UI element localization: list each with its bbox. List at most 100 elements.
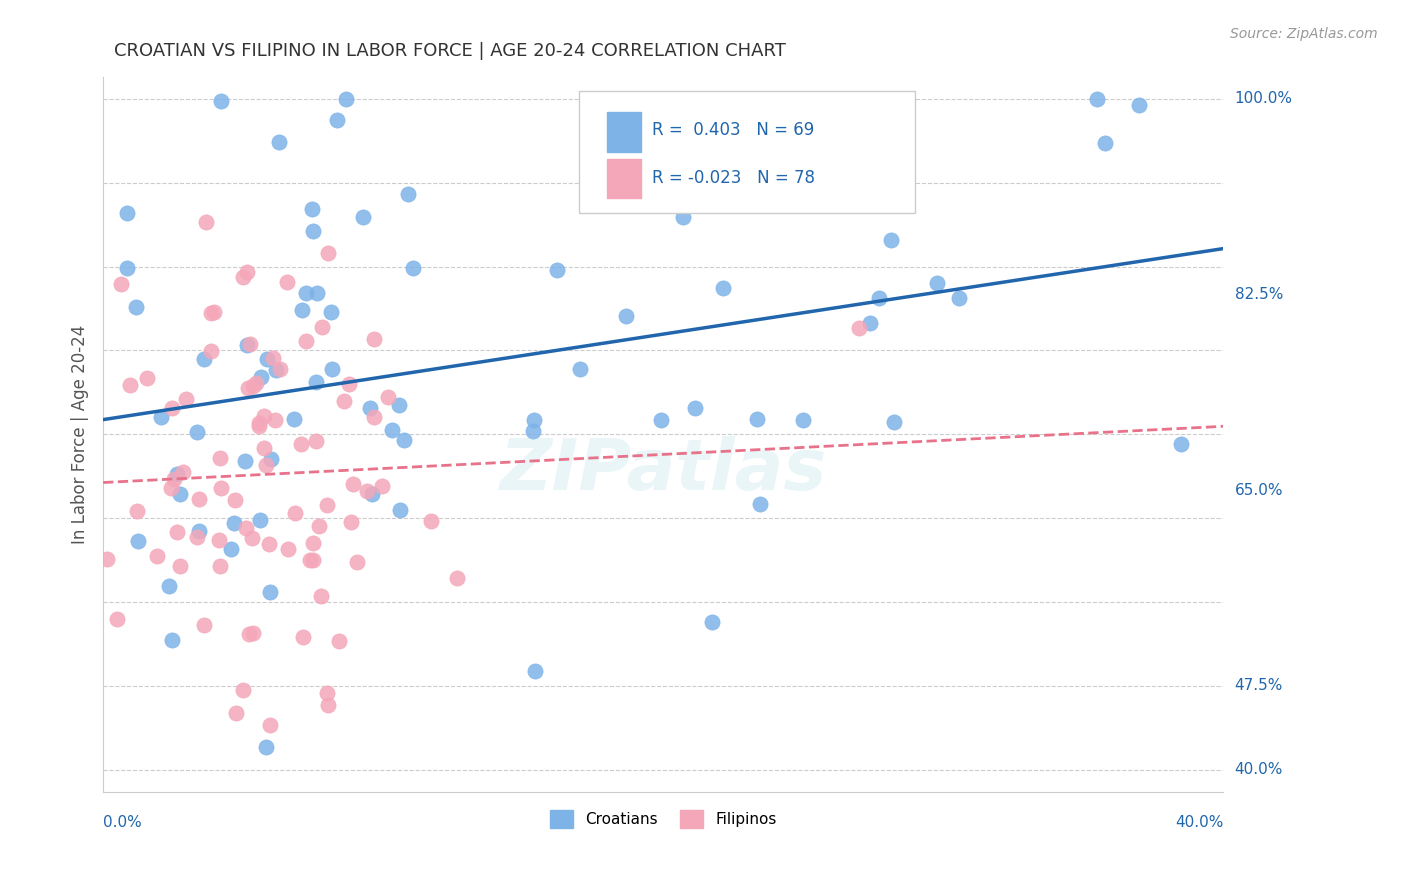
Point bbox=[193, 617, 215, 632]
Point bbox=[880, 234, 903, 248]
Point bbox=[260, 451, 283, 466]
Point bbox=[446, 571, 468, 585]
Y-axis label: In Labor Force | Age 20-24: In Labor Force | Age 20-24 bbox=[72, 325, 89, 544]
Point bbox=[276, 275, 298, 289]
Point bbox=[700, 615, 723, 629]
Point bbox=[340, 516, 363, 530]
Point bbox=[319, 305, 342, 319]
Point bbox=[321, 362, 343, 376]
Point bbox=[1087, 92, 1109, 106]
Point bbox=[1128, 97, 1150, 112]
Point bbox=[588, 144, 610, 158]
Point bbox=[208, 559, 231, 574]
Point bbox=[225, 706, 247, 720]
Point bbox=[236, 381, 259, 395]
Point bbox=[392, 433, 415, 447]
Point bbox=[238, 627, 260, 641]
Point bbox=[233, 454, 256, 468]
Point bbox=[325, 113, 347, 128]
Point bbox=[118, 378, 141, 392]
Point bbox=[145, 549, 167, 564]
Point bbox=[169, 559, 191, 574]
Point bbox=[301, 224, 323, 238]
Text: 40.0%: 40.0% bbox=[1175, 814, 1223, 830]
Text: 0.0%: 0.0% bbox=[103, 814, 142, 830]
Point bbox=[262, 351, 284, 365]
Point bbox=[172, 465, 194, 479]
Text: ZIPatlas: ZIPatlas bbox=[499, 435, 827, 505]
Point bbox=[283, 411, 305, 425]
Point bbox=[96, 552, 118, 566]
Point bbox=[569, 362, 592, 376]
Point bbox=[298, 552, 321, 566]
Text: 47.5%: 47.5% bbox=[1234, 678, 1282, 693]
Point bbox=[311, 589, 333, 603]
Text: 65.0%: 65.0% bbox=[1234, 483, 1284, 498]
Point bbox=[242, 626, 264, 640]
Point bbox=[253, 409, 276, 423]
Point bbox=[311, 319, 333, 334]
Point bbox=[200, 306, 222, 320]
Legend: Croatians, Filipinos: Croatians, Filipinos bbox=[544, 804, 783, 834]
Point bbox=[859, 316, 882, 330]
Point bbox=[883, 415, 905, 429]
Point bbox=[925, 277, 948, 291]
Point bbox=[193, 352, 215, 367]
Point bbox=[363, 410, 385, 425]
Point bbox=[208, 533, 231, 547]
Point bbox=[948, 291, 970, 305]
Point bbox=[250, 369, 273, 384]
Point bbox=[792, 413, 814, 427]
Point bbox=[195, 215, 218, 229]
Point bbox=[346, 555, 368, 569]
Bar bbox=[607, 112, 641, 152]
Point bbox=[253, 441, 276, 455]
Point bbox=[318, 245, 340, 260]
Point bbox=[277, 541, 299, 556]
Point bbox=[169, 487, 191, 501]
Text: CROATIAN VS FILIPINO IN LABOR FORCE | AGE 20-24 CORRELATION CHART: CROATIAN VS FILIPINO IN LABOR FORCE | AG… bbox=[114, 42, 786, 60]
Point bbox=[245, 376, 267, 391]
Point bbox=[388, 398, 411, 412]
Point bbox=[249, 416, 271, 430]
Point bbox=[683, 401, 706, 415]
Point bbox=[523, 412, 546, 426]
Point bbox=[157, 578, 180, 592]
Point bbox=[188, 491, 211, 506]
Point bbox=[848, 321, 870, 335]
Point bbox=[290, 437, 312, 451]
Point bbox=[166, 524, 188, 539]
Text: Source: ZipAtlas.com: Source: ZipAtlas.com bbox=[1230, 27, 1378, 41]
Point bbox=[356, 483, 378, 498]
Point bbox=[295, 334, 318, 348]
Point bbox=[242, 378, 264, 392]
Point bbox=[396, 186, 419, 201]
Point bbox=[377, 390, 399, 404]
Point bbox=[105, 612, 128, 626]
Point bbox=[254, 740, 277, 755]
Point bbox=[342, 476, 364, 491]
FancyBboxPatch shape bbox=[579, 91, 915, 212]
Point bbox=[160, 401, 183, 416]
Point bbox=[249, 513, 271, 527]
Point bbox=[360, 487, 382, 501]
Point bbox=[523, 665, 546, 679]
Point bbox=[136, 371, 159, 385]
Point bbox=[236, 265, 259, 279]
Point bbox=[224, 492, 246, 507]
Point bbox=[614, 309, 637, 323]
Point bbox=[834, 92, 856, 106]
Point bbox=[745, 412, 768, 426]
Point bbox=[208, 450, 231, 465]
Point bbox=[711, 281, 734, 295]
Point bbox=[1094, 136, 1116, 150]
Point bbox=[316, 698, 339, 712]
Point bbox=[333, 393, 356, 408]
Point bbox=[305, 434, 328, 448]
Point bbox=[305, 286, 328, 301]
Text: 40.0%: 40.0% bbox=[1234, 762, 1282, 777]
Point bbox=[163, 472, 186, 486]
Text: 100.0%: 100.0% bbox=[1234, 92, 1292, 106]
Point bbox=[236, 338, 259, 352]
Point bbox=[125, 300, 148, 314]
